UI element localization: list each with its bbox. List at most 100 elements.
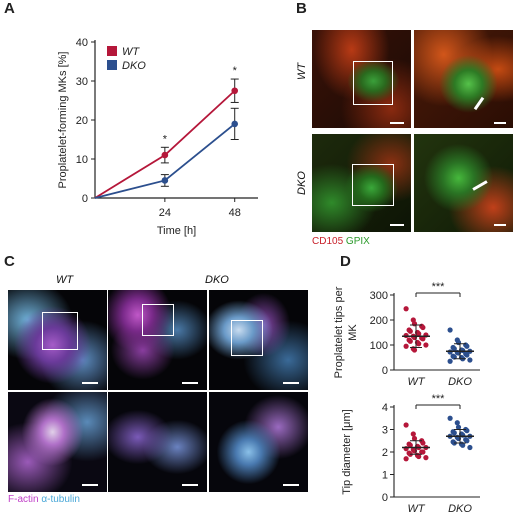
data-point-wt — [420, 336, 426, 342]
y-tick-label: 10 — [76, 154, 88, 166]
data-point-dko — [231, 120, 239, 128]
y-tick-label: 100 — [370, 340, 388, 352]
data-point-wt — [161, 151, 169, 159]
panel-letter-b: B — [296, 0, 307, 17]
legend-swatch-dko — [107, 60, 117, 70]
y-tick-label: 20 — [76, 115, 88, 127]
chart-d-tips-plot: 0 100 200 300 WT DKO Proplatelet tips per MK *** — [333, 281, 480, 388]
scale-bar — [390, 122, 404, 124]
data-point-dko — [447, 358, 453, 364]
data-point-wt — [403, 422, 409, 428]
x-tick-label: 24 — [159, 207, 171, 219]
zoom-roi — [352, 164, 394, 206]
significance-marker: *** — [432, 281, 446, 293]
stain-factin: F-actin — [8, 494, 39, 505]
zoom-roi — [142, 304, 174, 336]
y-tick-label: 30 — [76, 76, 88, 88]
y-axis-label: Tip diameter [μm] — [341, 409, 353, 494]
data-point-dko — [464, 343, 470, 349]
x-tick-label: 48 — [229, 207, 241, 219]
data-point-wt — [416, 331, 422, 337]
data-point-dko — [447, 415, 453, 421]
col-label-wt: WT — [56, 274, 74, 286]
data-point-dko — [464, 352, 470, 358]
row-label-wt: WT — [296, 62, 308, 80]
significance-marker: * — [163, 133, 168, 145]
micrograph-c-dko-zoom-2 — [209, 392, 308, 492]
stain-tubulin: α-tubulin — [41, 494, 80, 505]
scale-bar — [390, 224, 404, 226]
stain-legend-c: F-actin α-tubulin — [8, 494, 80, 505]
data-point-wt — [420, 440, 426, 446]
data-point-dko — [447, 327, 453, 333]
data-point-dko — [467, 444, 473, 451]
micrograph-c-dko-zoom-1 — [108, 392, 207, 492]
micrograph-b-wt-zoom — [414, 30, 513, 128]
y-axis-label: Proplatelet-forming MKs [%] — [57, 52, 69, 189]
micrograph-b-dko-zoom — [414, 134, 513, 232]
data-point-wt — [416, 341, 422, 347]
data-point-wt — [423, 342, 429, 348]
scale-bar — [283, 484, 299, 486]
micrograph-c-wt-overview — [8, 290, 107, 390]
stain-cd105: CD105 — [312, 236, 344, 247]
y-tick-label: 4 — [382, 402, 388, 414]
y-tick-label: 40 — [76, 37, 88, 49]
y-tick-label: 0 — [82, 193, 88, 205]
scale-bar — [182, 382, 198, 384]
y-tick-label: 1 — [382, 470, 388, 482]
significance-marker: * — [233, 65, 238, 77]
data-point-wt — [403, 456, 409, 462]
zoom-roi — [42, 312, 78, 350]
micrograph-b-wt-overview — [312, 30, 411, 128]
y-tick-label: 300 — [370, 290, 388, 302]
data-point-wt — [407, 442, 413, 448]
y-tick-label: 3 — [382, 425, 388, 437]
data-point-dko — [161, 177, 169, 184]
data-point-wt — [231, 87, 239, 95]
legend-swatch-wt — [107, 46, 117, 56]
data-point-wt — [403, 306, 409, 312]
y-axis-label: MK — [347, 324, 359, 341]
data-point-dko — [464, 428, 470, 434]
micrograph-c-dko-overview-2 — [209, 290, 308, 390]
col-label-dko: DKO — [205, 274, 229, 286]
scale-bar — [494, 224, 506, 226]
legend-label-wt: WT — [122, 46, 140, 58]
data-point-dko — [455, 424, 462, 430]
x-tick-label: DKO — [448, 503, 472, 515]
data-point-wt — [410, 431, 416, 437]
data-point-wt — [420, 324, 426, 331]
micrograph-b-dko-overview — [312, 134, 411, 232]
zoom-roi — [353, 61, 393, 105]
arrow-icon — [473, 96, 485, 111]
panel-letter-c: C — [4, 253, 15, 270]
legend-label-dko: DKO — [122, 60, 146, 72]
data-point-dko — [464, 438, 470, 444]
data-point-dko — [451, 346, 457, 352]
data-point-dko — [451, 430, 457, 436]
data-point-wt — [403, 343, 409, 349]
data-point-wt — [420, 449, 426, 455]
scale-bar — [82, 382, 98, 384]
y-tick-label: 200 — [370, 315, 388, 327]
x-axis-label: Time [h] — [157, 225, 196, 237]
panel-letter-a: A — [4, 0, 15, 17]
data-point-wt — [416, 453, 422, 460]
data-point-wt — [403, 332, 409, 339]
scale-bar — [283, 382, 299, 384]
x-tick-label: WT — [407, 503, 425, 515]
data-point-wt — [411, 347, 418, 353]
data-point-dko — [447, 349, 453, 355]
row-label-dko: DKO — [296, 171, 308, 195]
scale-bar — [494, 122, 506, 124]
y-axis-label: Proplatelet tips per — [333, 286, 345, 378]
chart-d-diameter-plot: 0 1 2 3 4 WT DKO Tip diameter [μm] *** — [341, 393, 480, 515]
stain-gpix: GPIX — [345, 236, 370, 247]
x-tick-label: WT — [407, 376, 425, 388]
data-point-dko — [467, 357, 473, 363]
x-tick-label: DKO — [448, 376, 472, 388]
data-point-wt — [423, 455, 429, 461]
y-tick-label: 0 — [382, 492, 388, 504]
chart-a: 0 10 20 30 40 24 48 Time [h] Proplatelet-forming… — [57, 37, 258, 237]
